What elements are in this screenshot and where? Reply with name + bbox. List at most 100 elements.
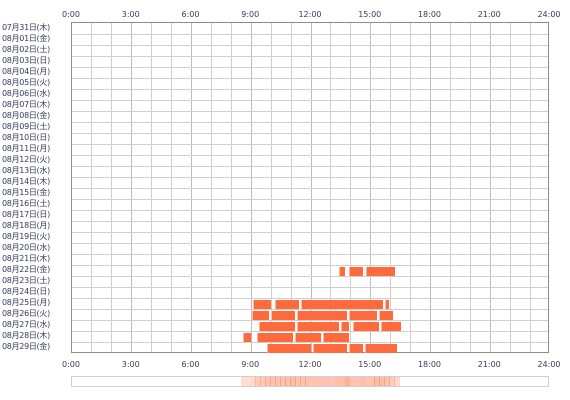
summary-density-bin — [300, 377, 306, 386]
tick-label-bottom: 9:00 — [241, 360, 260, 369]
row-date-label: 07月31日(木) — [2, 22, 50, 32]
tick-label-bottom: 15:00 — [358, 360, 382, 369]
row-date-label: 08月20日(水) — [2, 243, 50, 253]
tick-label-top: 12:00 — [298, 10, 322, 19]
grid-hline — [72, 121, 548, 123]
row-date-label: 08月09日(土) — [2, 121, 50, 131]
row-date-label: 08月16日(土) — [2, 199, 50, 209]
grid-hline — [72, 88, 548, 90]
grid-vline — [131, 23, 133, 352]
grid-vline — [91, 23, 93, 352]
grid-vline — [469, 23, 471, 352]
summary-density-bin — [329, 377, 336, 386]
activity-segment — [271, 311, 296, 320]
summary-density-bin — [270, 377, 276, 386]
summary-density-bin — [240, 377, 247, 386]
row-date-label: 08月22日(金) — [2, 265, 50, 275]
activity-segment — [275, 300, 300, 309]
grid-hline — [72, 210, 548, 212]
row-date-label: 08月07日(木) — [2, 99, 50, 109]
grid-vline — [509, 23, 511, 352]
summary-density-bin — [260, 377, 266, 386]
grid-hline — [72, 165, 548, 167]
row-date-label: 08月14日(木) — [2, 176, 50, 186]
summary-density-bin — [339, 377, 346, 386]
activity-segment — [297, 311, 347, 320]
row-date-label: 08月23日(土) — [2, 276, 50, 286]
summary-density-bin — [359, 377, 366, 386]
activity-segment — [297, 322, 339, 331]
summary-density-bin — [245, 377, 251, 386]
grid-hline — [72, 243, 548, 245]
grid-hline — [72, 110, 548, 112]
grid-vline — [430, 23, 431, 352]
row-date-label: 08月25日(月) — [2, 298, 50, 308]
activity-segment — [364, 344, 397, 353]
activity-segment — [340, 322, 349, 331]
grid-hline — [72, 232, 548, 234]
grid-hline — [72, 99, 548, 101]
row-date-label: 08月19日(火) — [2, 232, 50, 242]
grid-hline — [72, 309, 548, 311]
summary-density-bin — [255, 377, 261, 386]
row-date-label: 08月18日(月) — [2, 221, 50, 231]
activity-segment — [338, 267, 345, 276]
tick-label-top: 6:00 — [181, 10, 200, 19]
activity-segment — [378, 311, 393, 320]
row-date-label: 08月27日(水) — [2, 320, 50, 330]
grid-hline — [72, 320, 548, 322]
row-date-label: 08月06日(水) — [2, 88, 50, 98]
row-date-label: 08月15日(金) — [2, 188, 50, 197]
tick-label-top: 9:00 — [241, 10, 260, 19]
grid-vline — [390, 23, 392, 352]
summary-density-bin — [374, 377, 380, 386]
grid-vline — [151, 23, 153, 352]
activity-segment — [253, 300, 272, 309]
row-date-label: 08月08日(金) — [2, 110, 50, 120]
row-date-label: 08月21日(木) — [2, 254, 50, 264]
grid-hline — [72, 55, 548, 57]
summary-density-bin — [285, 377, 291, 386]
grid-vline — [210, 23, 212, 352]
grid-vline — [350, 23, 352, 352]
summary-density-bin — [324, 377, 331, 386]
grid-vline — [410, 23, 412, 352]
summary-density-bin — [280, 377, 286, 386]
grid-hline — [72, 331, 548, 333]
summary-density-bin — [349, 377, 356, 386]
summary-density-bin — [369, 377, 375, 386]
row-date-label: 08月24日(日) — [2, 287, 50, 297]
grid-vline — [171, 23, 173, 352]
grid-vline — [290, 23, 292, 352]
tick-label-top: 15:00 — [358, 10, 382, 19]
row-date-label: 08月11日(月) — [2, 143, 50, 153]
tick-label-top: 18:00 — [417, 10, 442, 19]
row-date-label: 08月28日(木) — [2, 331, 50, 341]
tick-label-bottom: 18:00 — [417, 360, 442, 369]
grid-vline — [370, 23, 372, 352]
tick-label-bottom: 24:00 — [537, 360, 561, 369]
activity-segment — [252, 311, 270, 320]
grid-hline — [72, 77, 548, 79]
grid-hline — [72, 44, 548, 46]
grid-vline — [111, 23, 113, 352]
row-date-label: 08月01日(金) — [2, 33, 50, 43]
summary-density-bin — [394, 377, 400, 386]
grid-hline — [72, 265, 548, 267]
tick-label-bottom: 6:00 — [181, 360, 200, 369]
tick-label-bottom: 21:00 — [477, 360, 501, 369]
activity-segment — [348, 267, 363, 276]
grid-vline — [310, 23, 312, 352]
row-date-label: 08月03日(日) — [2, 55, 50, 65]
tick-label-bottom: 12:00 — [298, 360, 322, 369]
summary-density-bin — [305, 377, 311, 386]
row-date-label: 08月04日(月) — [2, 66, 50, 76]
tick-label-bottom: 3:00 — [121, 360, 140, 369]
summary-density-bin — [250, 377, 256, 386]
grid-hline — [72, 298, 548, 300]
grid-hline — [72, 66, 548, 68]
summary-density-bin — [295, 377, 301, 386]
row-date-label: 08月17日(日) — [2, 210, 50, 220]
grid-hline — [72, 342, 548, 344]
